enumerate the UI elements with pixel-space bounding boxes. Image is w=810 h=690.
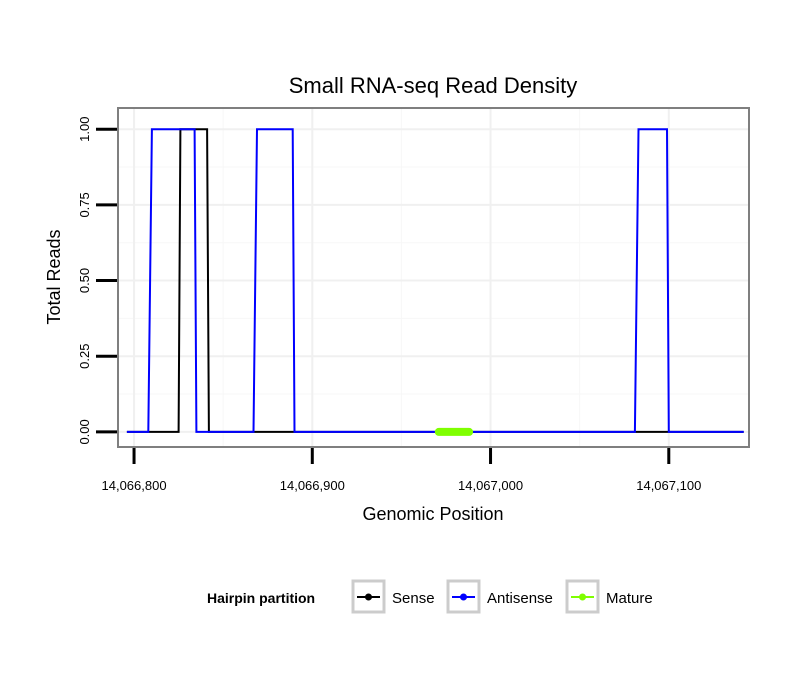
legend-title: Hairpin partition: [207, 590, 315, 606]
legend-item-sense: Sense: [351, 579, 435, 614]
legend-label-antisense: Antisense: [487, 590, 553, 607]
chart-title: Small RNA-seq Read Density: [289, 73, 578, 98]
legend-item-antisense: Antisense: [446, 579, 553, 614]
grid-major: [118, 108, 749, 447]
y-tick-label-3: 0.75: [77, 192, 92, 217]
x-tick-label-3: 14,067,100: [636, 478, 701, 493]
y-tick-label-2: 0.50: [77, 268, 92, 293]
x-tick-label-2: 14,067,000: [458, 478, 523, 493]
legend-item-mature: Mature: [565, 579, 653, 614]
series-layer: [126, 128, 744, 436]
legend-point-antisense: [460, 593, 467, 601]
series-line-antisense: [126, 128, 744, 433]
y-tick-label-1: 0.25: [77, 344, 92, 369]
legend-point-sense: [365, 593, 372, 601]
legend-point-mature: [579, 593, 586, 601]
x-tick-label-1: 14,066,900: [280, 478, 345, 493]
legend: Hairpin partition Sense Antisense Mature: [207, 579, 653, 614]
x-axis: 14,066,800 14,066,900 14,067,000 14,067,100: [102, 448, 701, 493]
y-tick-label-4: 1.00: [77, 117, 92, 142]
plot-border: [117, 107, 750, 448]
x-tick-label-0: 14,066,800: [102, 478, 167, 493]
legend-label-mature: Mature: [606, 590, 653, 607]
y-tick-label-0: 0.00: [77, 419, 92, 444]
grid-minor: [118, 108, 749, 447]
x-axis-title: Genomic Position: [362, 504, 503, 524]
legend-label-sense: Sense: [392, 590, 435, 607]
y-axis-title: Total Reads: [44, 229, 64, 324]
y-axis: 0.00 0.25 0.50 0.75 1.00: [77, 117, 117, 445]
